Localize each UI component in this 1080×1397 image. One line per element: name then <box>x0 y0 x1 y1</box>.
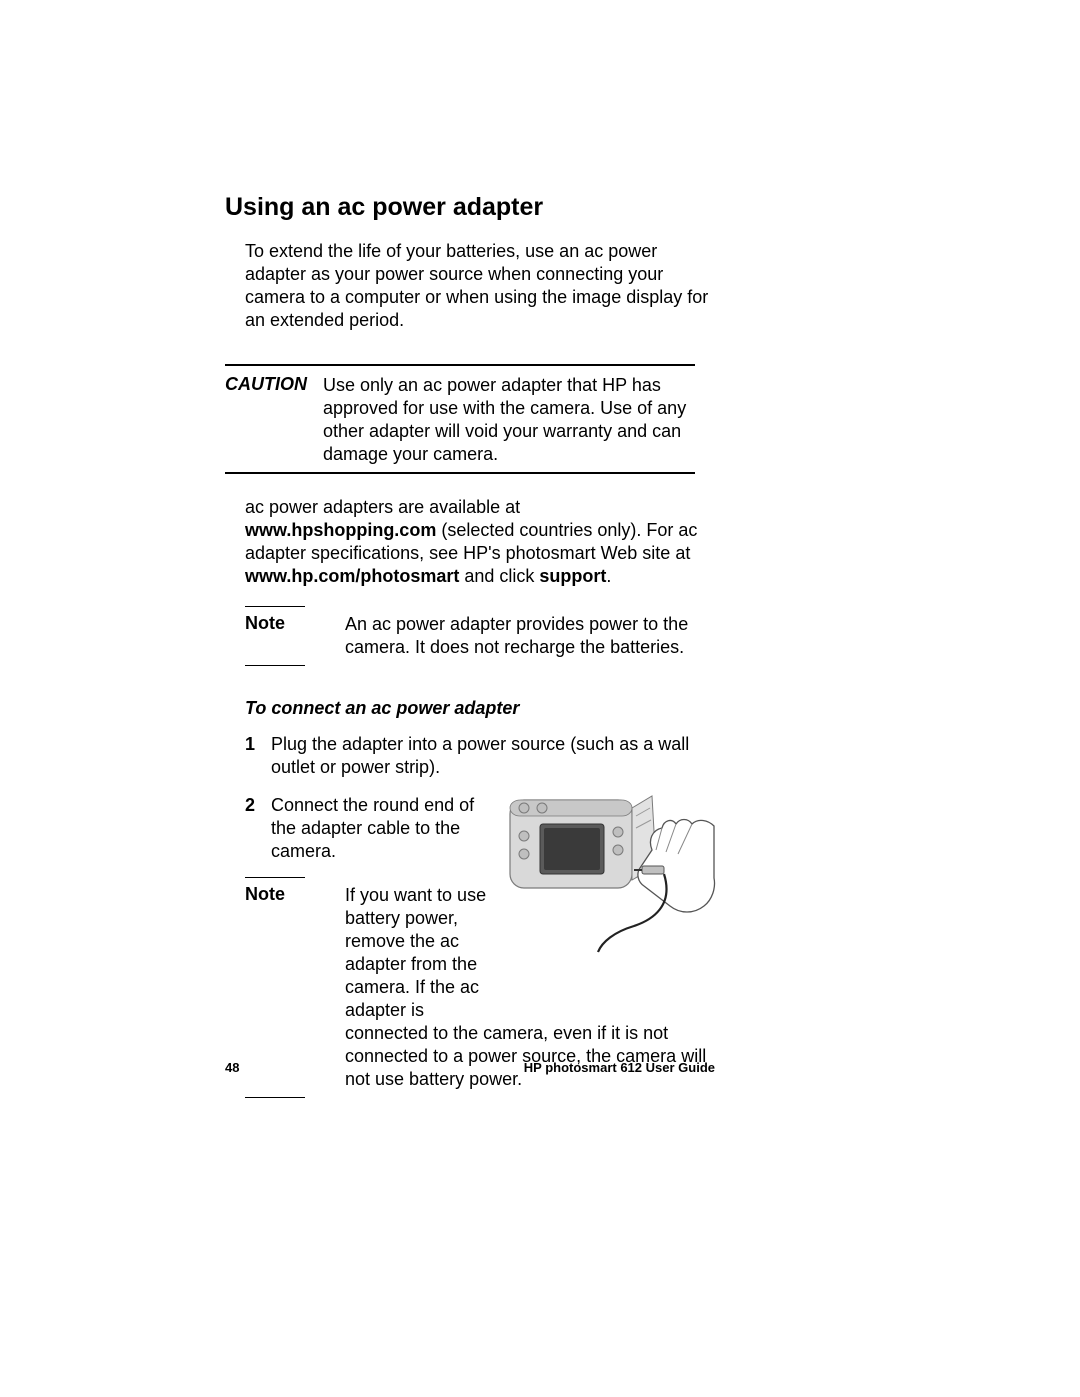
page-number: 48 <box>225 1060 239 1075</box>
caution-text: Use only an ac power adapter that HP has… <box>323 374 715 466</box>
intro-text: To extend the life of your batteries, us… <box>245 240 715 332</box>
caution-label: CAUTION <box>225 374 323 395</box>
note-label-1: Note <box>245 613 345 634</box>
avail-t1: ac power adapters are available at <box>245 497 520 517</box>
availability-paragraph: ac power adapters are available at www.h… <box>245 496 715 588</box>
step-1-text: Plug the adapter into a power source (su… <box>271 733 715 779</box>
note-label-2: Note <box>245 884 345 905</box>
note-rule-top-2 <box>245 877 305 878</box>
page-footer: 48 HP photosmart 612 User Guide <box>225 1060 715 1075</box>
note-rule-bottom-2 <box>245 1097 305 1098</box>
footer-title: HP photosmart 612 User Guide <box>524 1060 715 1075</box>
procedure-subhead: To connect an ac power adapter <box>245 698 715 719</box>
note-block-1: Note An ac power adapter provides power … <box>245 606 715 666</box>
avail-link-photosmart: www.hp.com/photosmart <box>245 566 459 586</box>
avail-support: support <box>539 566 606 586</box>
step-1-number: 1 <box>245 733 271 756</box>
camera-illustration <box>502 788 717 953</box>
note-rule-top-1 <box>245 606 305 607</box>
section-heading: Using an ac power adapter <box>225 193 715 222</box>
step-2-number: 2 <box>245 794 271 817</box>
step-1: 1 Plug the adapter into a power source (… <box>245 733 715 779</box>
note-text-1: An ac power adapter provides power to th… <box>345 613 715 659</box>
avail-t3: and click <box>459 566 539 586</box>
step-2-wrap: 2 Connect the round end of the adapter c… <box>245 794 715 1098</box>
caution-block: CAUTION Use only an ac power adapter tha… <box>225 364 715 474</box>
avail-t4: . <box>606 566 611 586</box>
caution-rule-top <box>225 364 695 366</box>
avail-link-hpshopping: www.hpshopping.com <box>245 520 436 540</box>
intro-block: To extend the life of your batteries, us… <box>245 240 715 332</box>
note-rule-bottom-1 <box>245 665 305 666</box>
caution-rule-bottom <box>225 472 695 474</box>
procedure-list: 1 Plug the adapter into a power source (… <box>245 733 715 1097</box>
page-content: Using an ac power adapter To extend the … <box>225 193 715 1104</box>
step-2-text: Connect the round end of the adapter cab… <box>271 794 501 863</box>
